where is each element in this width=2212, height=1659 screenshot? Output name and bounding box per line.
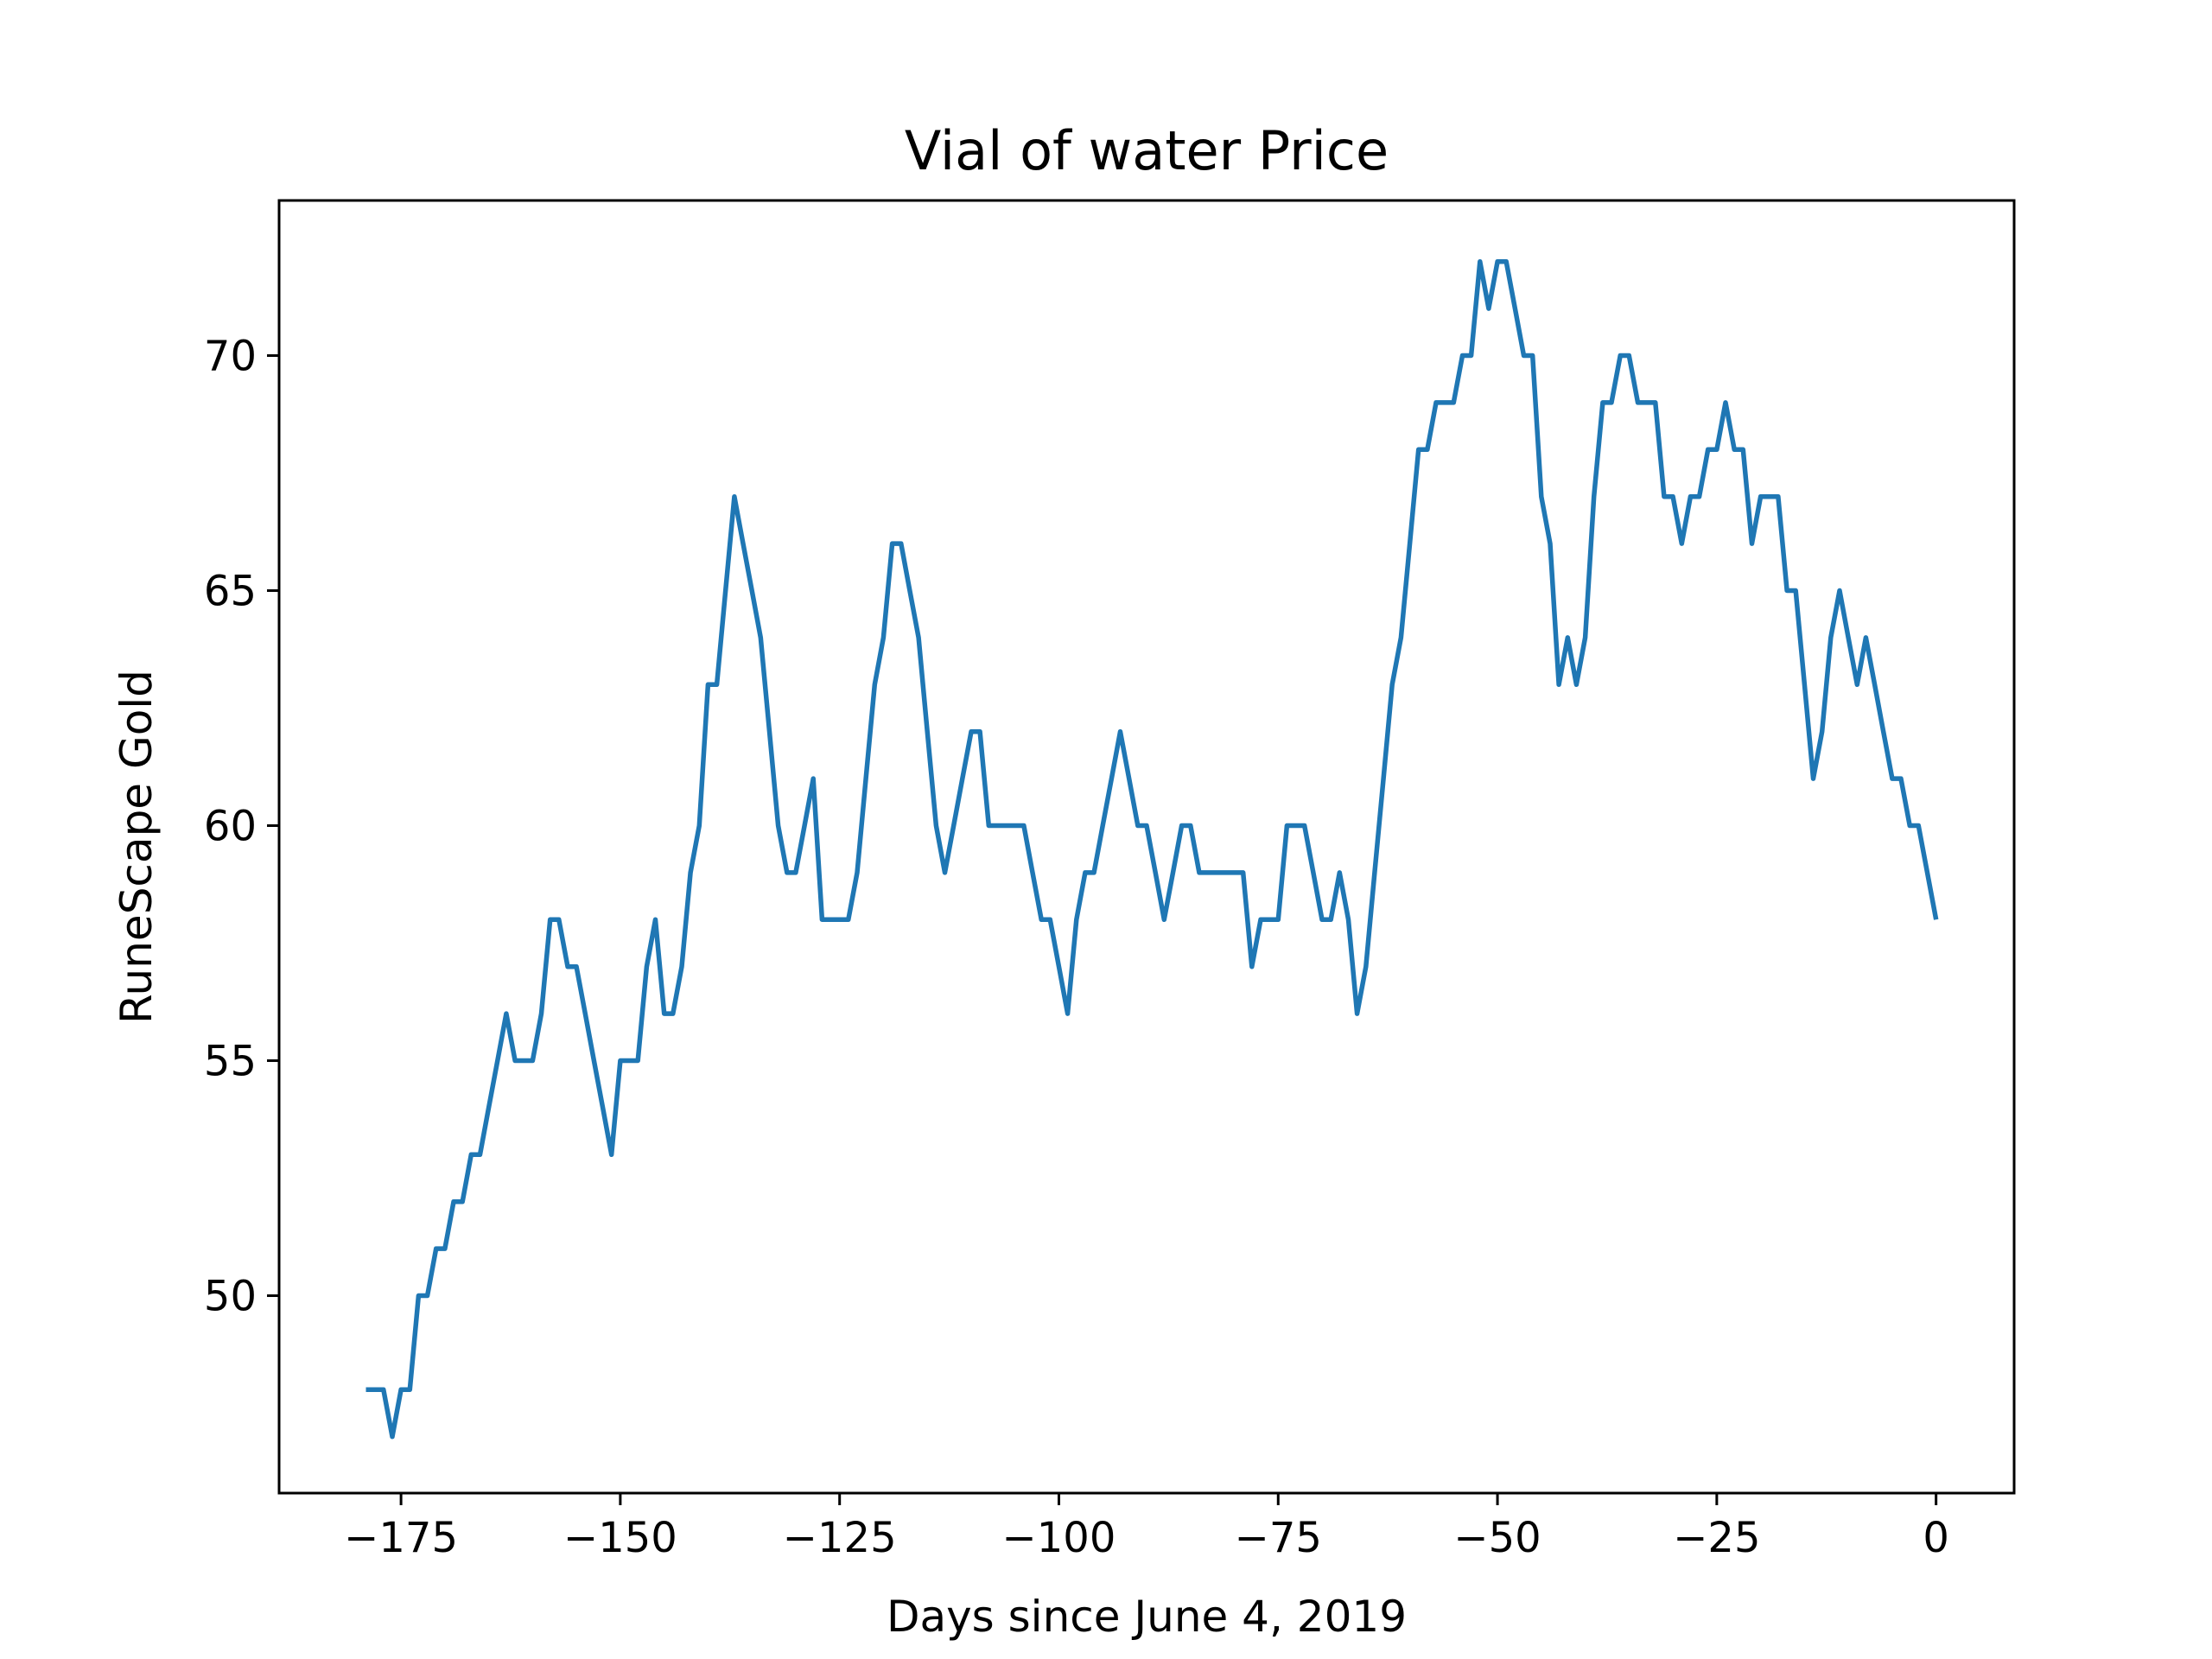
y-tick-label: 50 — [204, 1273, 257, 1321]
series-line-0 — [365, 258, 1939, 1440]
series-layer — [365, 258, 1939, 1440]
chart-title: Vial of water Price — [905, 119, 1389, 182]
y-tick-label: 65 — [204, 568, 257, 616]
x-axis-label: Days since June 4, 2019 — [887, 1592, 1407, 1642]
x-tick-label: −125 — [783, 1514, 897, 1562]
x-tick-label: −175 — [344, 1514, 458, 1562]
y-tick-label: 70 — [204, 333, 257, 381]
y-axis-label: RuneScape Gold — [111, 670, 162, 1024]
x-tick-label: 0 — [1923, 1514, 1949, 1562]
x-tick-label: −150 — [563, 1514, 677, 1562]
x-tick-label: −75 — [1235, 1514, 1322, 1562]
x-tick-label: −100 — [1002, 1514, 1116, 1562]
plot-frame — [277, 199, 2016, 1495]
y-tick-label: 55 — [204, 1038, 257, 1086]
x-tick-label: −50 — [1453, 1514, 1541, 1562]
x-tick-label: −25 — [1673, 1514, 1760, 1562]
axis-ticks: −175 −150 −125 −100 −75 −50 −25 0 50 55 60 65 70 — [204, 333, 1949, 1562]
y-tick-label: 60 — [204, 803, 257, 851]
